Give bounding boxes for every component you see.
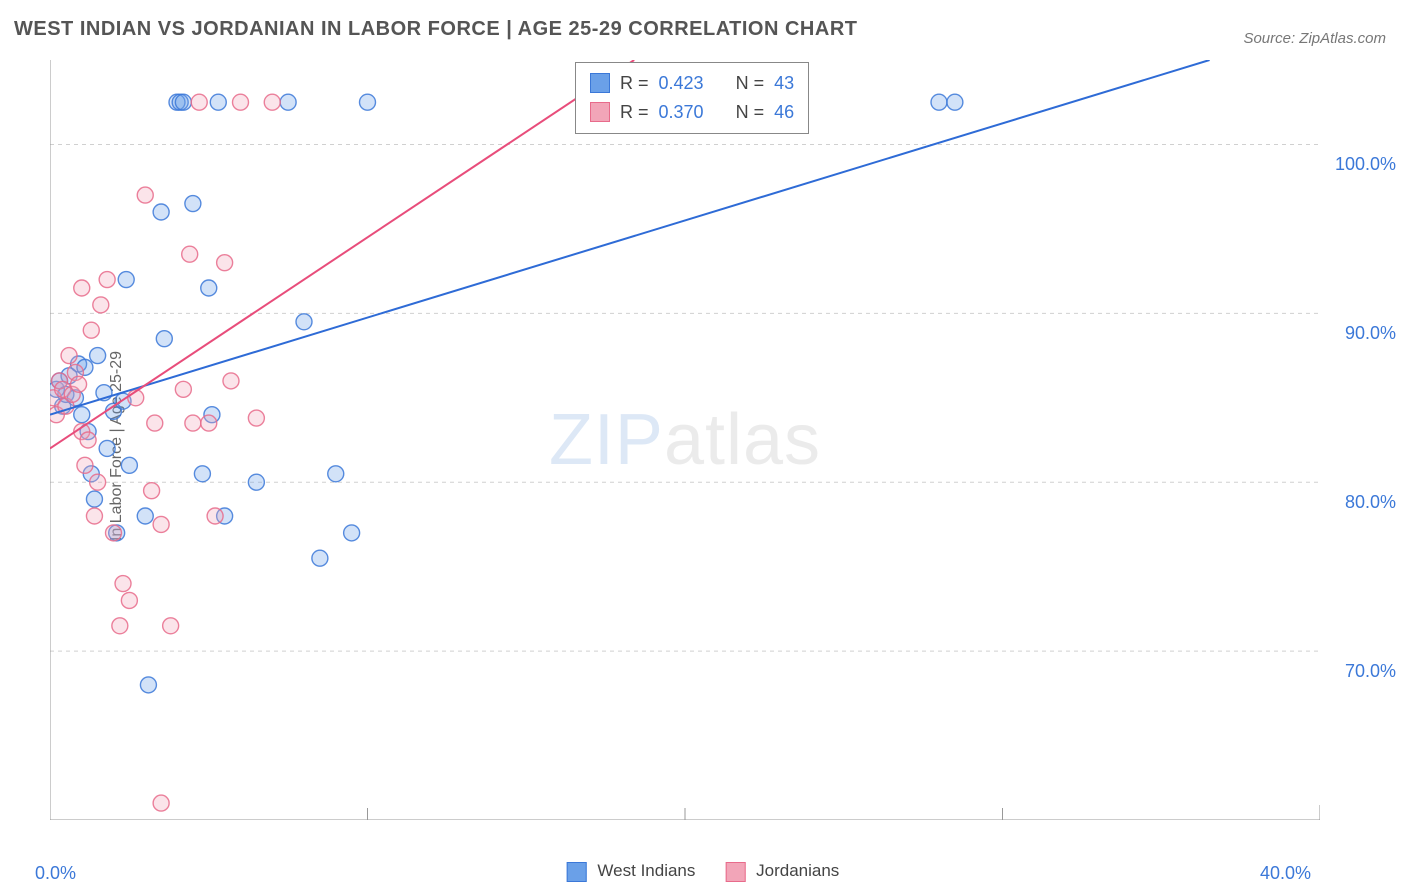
chart-title: WEST INDIAN VS JORDANIAN IN LABOR FORCE … <box>14 18 857 41</box>
r-label-1: R = <box>620 69 649 98</box>
legend-item-1: West Indians <box>567 861 696 882</box>
r-value-2: 0.370 <box>659 98 704 127</box>
correlation-legend: R = 0.423 N = 43 R = 0.370 N = 46 <box>575 62 809 134</box>
n-label-1: N = <box>736 69 765 98</box>
series1-swatch <box>590 73 610 93</box>
r-label-2: R = <box>620 98 649 127</box>
plot-area: ZIPatlas <box>50 60 1320 820</box>
n-value-2: 46 <box>774 98 794 127</box>
n-value-1: 43 <box>774 69 794 98</box>
x-tick-label: 40.0% <box>1260 863 1311 884</box>
y-tick-label: 90.0% <box>1345 323 1396 344</box>
legend-label-1: West Indians <box>597 861 695 880</box>
y-tick-label: 70.0% <box>1345 661 1396 682</box>
legend-swatch-2 <box>725 862 745 882</box>
legend-swatch-1 <box>567 862 587 882</box>
y-tick-label: 100.0% <box>1335 154 1396 175</box>
series2-swatch <box>590 102 610 122</box>
r-value-1: 0.423 <box>659 69 704 98</box>
legend-label-2: Jordanians <box>756 861 839 880</box>
bottom-legend: West Indians Jordanians <box>567 861 840 882</box>
source-attribution: Source: ZipAtlas.com <box>1243 30 1386 47</box>
correlation-row-2: R = 0.370 N = 46 <box>590 98 794 127</box>
scatter-chart-svg <box>50 60 1320 820</box>
legend-item-2: Jordanians <box>725 861 839 882</box>
correlation-row-1: R = 0.423 N = 43 <box>590 69 794 98</box>
y-tick-label: 80.0% <box>1345 492 1396 513</box>
chart-container: WEST INDIAN VS JORDANIAN IN LABOR FORCE … <box>0 0 1406 892</box>
x-tick-label: 0.0% <box>35 863 76 884</box>
n-label-2: N = <box>736 98 765 127</box>
